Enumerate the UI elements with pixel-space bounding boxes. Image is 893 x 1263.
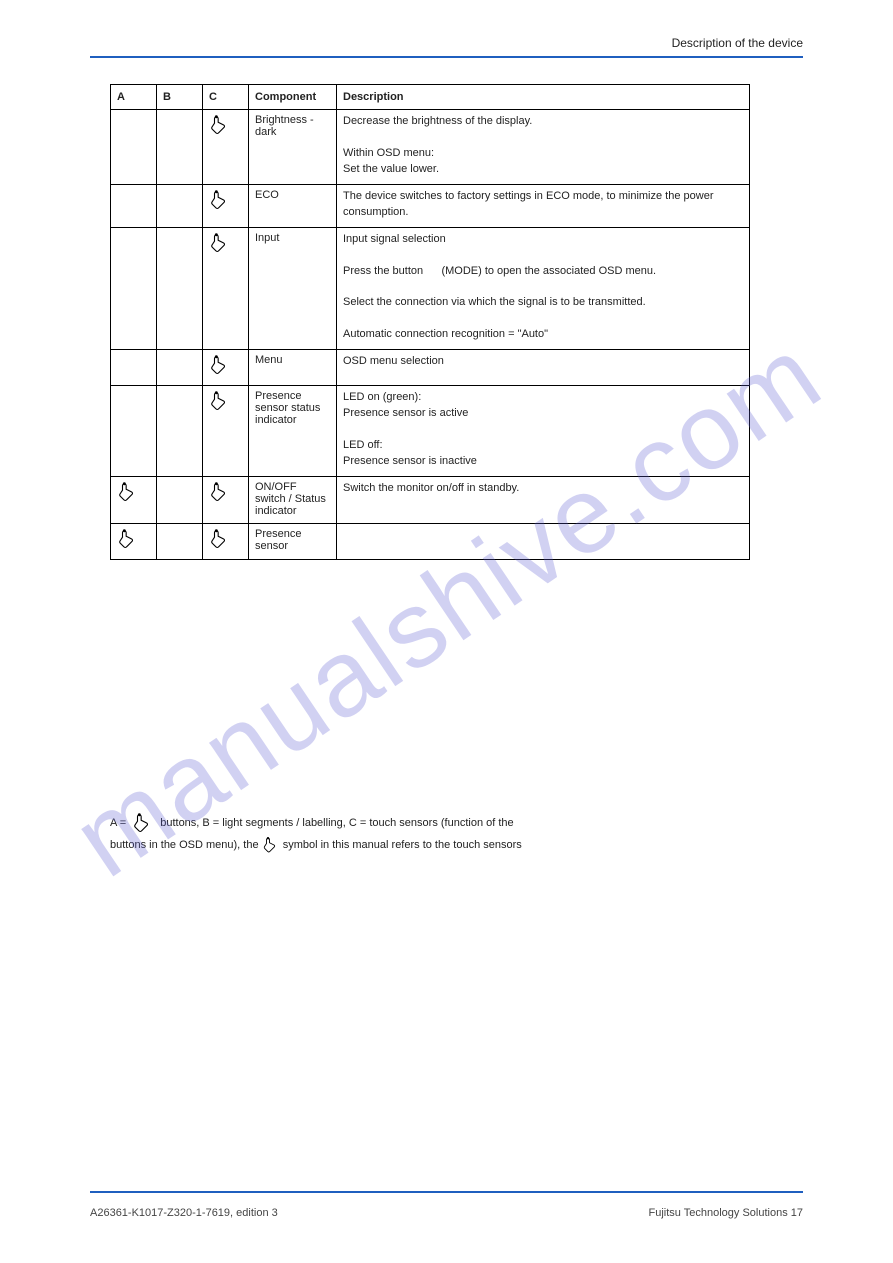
- cell-b: [157, 184, 203, 227]
- cell-description: Decrease the brightness of the display.W…: [337, 110, 750, 185]
- touch-hand-icon: [209, 528, 231, 550]
- cell-description: Switch the monitor on/off in standby.: [337, 476, 750, 523]
- cell-c: [203, 184, 249, 227]
- cell-b: [157, 386, 203, 477]
- cell-description: LED on (green):Presence sensor is active…: [337, 386, 750, 477]
- th-description: Description: [337, 85, 750, 110]
- cell-a: [111, 227, 157, 350]
- cell-c: [203, 523, 249, 559]
- cell-component: Input: [249, 227, 337, 350]
- table-row: Menu OSD menu selection: [111, 350, 750, 386]
- touch-hand-icon: [209, 354, 231, 376]
- cell-b: [157, 227, 203, 350]
- cell-a: [111, 110, 157, 185]
- rule-top: [90, 56, 803, 58]
- header-title: Description of the device: [672, 36, 803, 50]
- cell-a: [111, 476, 157, 523]
- footer-left: A26361-K1017-Z320-1-7619, edition 3: [90, 1207, 278, 1219]
- touch-hand-icon: [209, 481, 231, 503]
- cell-b: [157, 523, 203, 559]
- touch-hand-icon: [262, 836, 280, 854]
- ports-table: A B C Component Description Brightness -…: [110, 84, 750, 560]
- table-row: Presence sensor: [111, 523, 750, 559]
- cell-component: ON/OFF switch / Status indicator: [249, 476, 337, 523]
- th-a: A: [111, 85, 157, 110]
- cell-b: [157, 350, 203, 386]
- table-row: ECO The device switches to factory setti…: [111, 184, 750, 227]
- cell-c: [203, 386, 249, 477]
- cell-component: Presence sensor: [249, 523, 337, 559]
- cell-c: [203, 110, 249, 185]
- page: Description of the device A B C Componen…: [0, 0, 893, 1263]
- table-body: Brightness - dark Decrease the brightnes…: [111, 110, 750, 560]
- legend-note: A = buttons, B = light segments / labell…: [110, 812, 750, 854]
- touch-hand-icon: [209, 390, 231, 412]
- cell-description: The device switches to factory settings …: [337, 184, 750, 227]
- table-row: ON/OFF switch / Status indicator Switch …: [111, 476, 750, 523]
- cell-c: [203, 227, 249, 350]
- cell-a: [111, 386, 157, 477]
- footer: A26361-K1017-Z320-1-7619, edition 3 Fuji…: [90, 1207, 803, 1219]
- table-row: Presence sensor status indicator LED on …: [111, 386, 750, 477]
- cell-component: ECO: [249, 184, 337, 227]
- touch-hand-icon: [117, 528, 139, 550]
- th-component: Component: [249, 85, 337, 110]
- cell-description: OSD menu selection: [337, 350, 750, 386]
- table-row: Brightness - dark Decrease the brightnes…: [111, 110, 750, 185]
- cell-c: [203, 350, 249, 386]
- legend-a-label: A =: [110, 812, 126, 832]
- touch-hand-icon: [209, 189, 231, 211]
- table-header-row: A B C Component Description: [111, 85, 750, 110]
- rule-bottom: [90, 1191, 803, 1193]
- cell-a: [111, 523, 157, 559]
- cell-b: [157, 110, 203, 185]
- th-c: C: [203, 85, 249, 110]
- legend-line2-before: buttons in the OSD menu), the: [110, 839, 262, 851]
- footer-right: Fujitsu Technology Solutions 17: [648, 1207, 803, 1219]
- cell-b: [157, 476, 203, 523]
- legend-a-text: buttons, B = light segments / labelling,…: [160, 812, 513, 832]
- table-row: Input Input signal selection Press the b…: [111, 227, 750, 350]
- cell-component: Presence sensor status indicator: [249, 386, 337, 477]
- cell-a: [111, 350, 157, 386]
- touch-hand-icon: [209, 114, 231, 136]
- cell-description: [337, 523, 750, 559]
- touch-hand-icon: [132, 812, 154, 834]
- cell-component: Menu: [249, 350, 337, 386]
- legend-line2-after: symbol in this manual refers to the touc…: [283, 839, 522, 851]
- th-b: B: [157, 85, 203, 110]
- cell-description: Input signal selection Press the button …: [337, 227, 750, 350]
- cell-component: Brightness - dark: [249, 110, 337, 185]
- touch-hand-icon: [209, 232, 231, 254]
- cell-c: [203, 476, 249, 523]
- legend-line2: buttons in the OSD menu), the symbol in …: [110, 836, 750, 854]
- touch-hand-icon: [117, 481, 139, 503]
- cell-a: [111, 184, 157, 227]
